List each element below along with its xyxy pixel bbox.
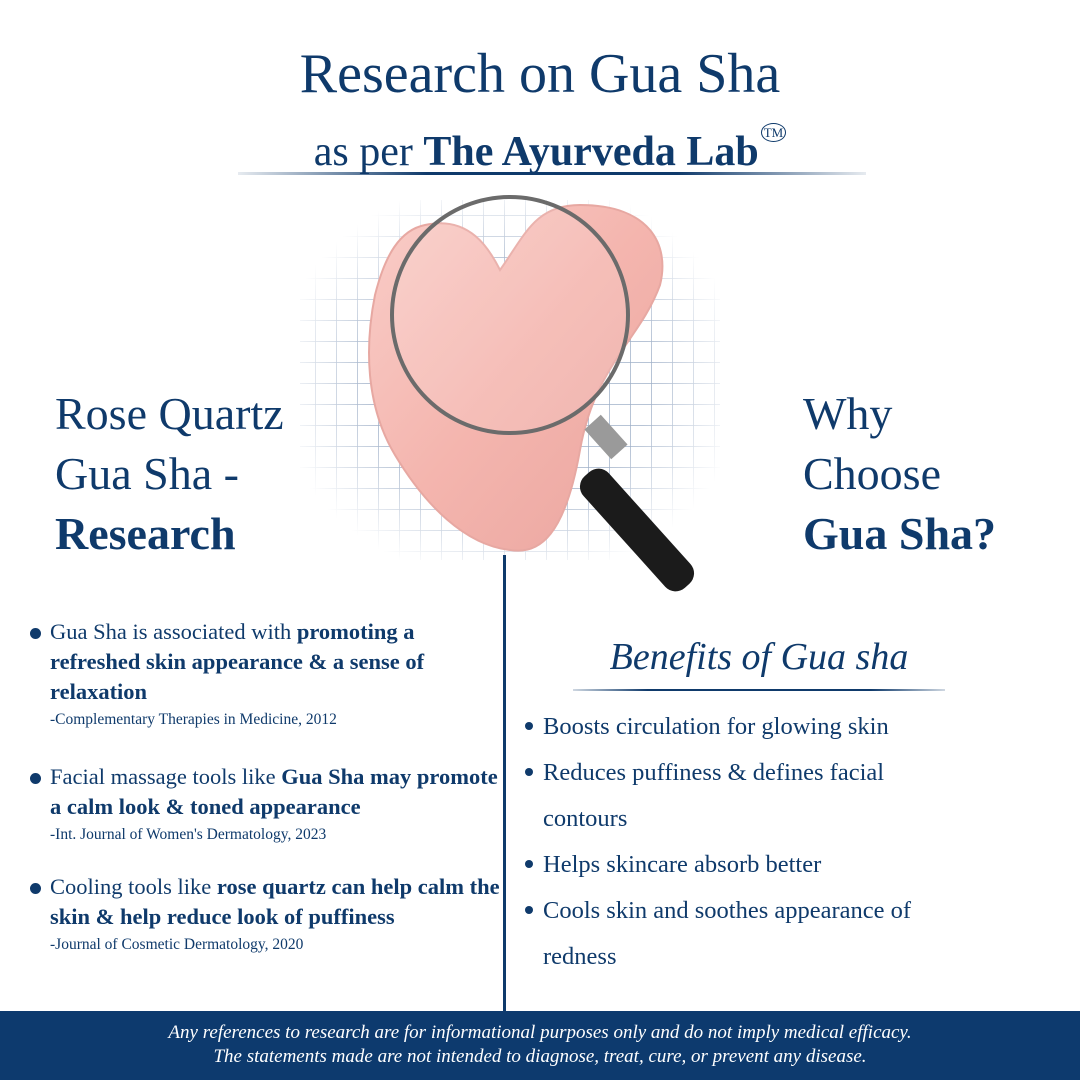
research-plain: Cooling tools like [50,874,217,899]
brand-name: The Ayurveda Lab [423,129,759,175]
trademark-symbol: TM [760,123,787,142]
disclaimer-line2: The statements made are not intended to … [213,1046,867,1067]
left-heading: Rose Quartz Gua Sha - Research [55,384,284,564]
disclaimer-footer: Any references to research are for infor… [0,1011,1080,1080]
research-bold: Gua Sha may promote a calm look & toned … [50,764,498,819]
benefit-item: Reduces puffiness & defines facial conto… [525,750,945,842]
subtitle-prefix: as per [313,129,413,175]
benefit-item: Cools skin and soothes appearance of red… [525,888,955,980]
left-heading-line3: Research [55,508,236,559]
bullet-icon [525,768,533,776]
magnifying-glass-icon [390,195,695,592]
research-item: Gua Sha is associated with promoting a r… [30,617,500,733]
gua-sha-stone-image [368,203,664,552]
research-plain: Gua Sha is associated with [50,619,297,644]
page-title: Research on Gua Sha [299,43,781,105]
right-heading: Why Choose Gua Sha? [803,384,996,564]
column-divider [503,555,506,1013]
research-text: Cooling tools like rose quartz can help … [30,872,500,932]
bullet-icon [525,860,533,868]
left-heading-line2: Gua Sha - [55,448,239,499]
right-heading-line1: Why [803,388,893,439]
bullet-icon [30,628,41,639]
research-item: Cooling tools like rose quartz can help … [30,872,500,958]
benefits-divider [573,689,945,691]
research-bold: rose quartz can help calm the skin & hel… [50,874,500,929]
research-bold: promoting a refreshed skin appearance & … [50,619,425,704]
benefit-text: Cools skin and soothes appearance of red… [543,897,912,970]
research-text: Facial massage tools like Gua Sha may pr… [30,762,500,822]
research-source: -Journal of Cosmetic Dermatology, 2020 [50,936,304,953]
research-source: -Complementary Therapies in Medicine, 20… [50,711,337,728]
title-divider [238,172,866,175]
page-subtitle: as per The Ayurveda Lab TM [0,108,1080,177]
bullet-icon [525,906,533,914]
benefit-text: Boosts circulation for glowing skin [543,713,889,740]
benefit-item: Helps skincare absorb better [525,842,965,888]
disclaimer-line1: Any references to research are for infor… [168,1022,912,1043]
benefit-text: Helps skincare absorb better [543,851,822,878]
gua-sha-illustration [295,195,725,592]
left-heading-line1: Rose Quartz [55,388,284,439]
bullet-icon [30,773,41,784]
benefit-item: Boosts circulation for glowing skin [525,704,965,750]
research-source: -Int. Journal of Women's Dermatology, 20… [50,826,327,843]
research-plain: Facial massage tools like [50,764,282,789]
research-item: Facial massage tools like Gua Sha may pr… [30,762,500,848]
right-heading-line2: Choose [803,448,941,499]
benefit-text: Reduces puffiness & defines facial conto… [543,759,885,832]
bullet-icon [30,883,41,894]
research-text: Gua Sha is associated with promoting a r… [30,617,500,707]
bullet-icon [525,722,533,730]
right-heading-line3: Gua Sha? [803,508,997,559]
benefits-title: Benefits of Gua sha [609,636,909,678]
